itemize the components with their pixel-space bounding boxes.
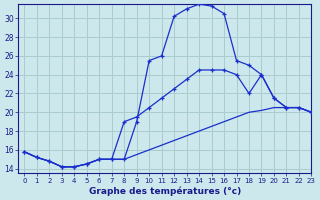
X-axis label: Graphe des températures (°c): Graphe des températures (°c)	[89, 186, 241, 196]
